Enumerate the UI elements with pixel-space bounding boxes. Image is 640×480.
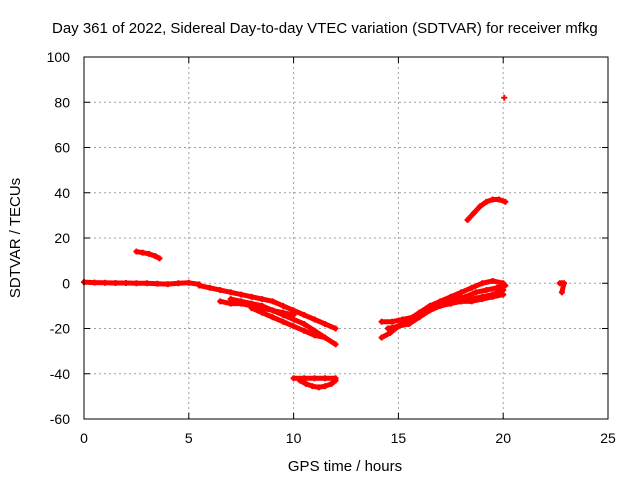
data-points [81,94,567,391]
data-point [502,282,509,289]
data-point [290,311,297,318]
data-point [502,198,509,205]
y-tick-label: 40 [54,185,70,201]
y-tick-label: 20 [54,230,70,246]
data-point [332,341,339,348]
y-axis-label: SDTVAR / TECUs [7,178,24,298]
x-tick-label: 15 [391,430,407,446]
chart-title: Day 361 of 2022, Sidereal Day-to-day VTE… [52,20,598,37]
data-point [332,377,339,384]
data-point [501,94,508,101]
grid [84,57,608,419]
y-tick-label: 0 [62,275,70,291]
plot-frame [83,56,609,420]
x-tick-label: 0 [80,430,88,446]
x-tick-label: 5 [185,430,193,446]
x-tick-label: 20 [495,430,511,446]
y-tick-label: 80 [54,94,70,110]
data-point [322,334,329,341]
axis-ticks: 0 5 10 15 20 25 -60 -40 -20 0 20 40 60 80 100 [47,49,616,446]
y-tick-label: -40 [50,366,70,382]
x-axis-label: GPS time / hours [288,458,402,475]
y-tick-label: 60 [54,140,70,156]
x-tick-label: 10 [286,430,302,446]
data-point [558,289,565,296]
y-tick-label: -20 [50,321,70,337]
data-point [156,255,163,262]
x-tick-label: 25 [600,430,616,446]
y-tick-label: 100 [47,49,71,65]
data-point [332,325,339,332]
y-tick-label: -60 [50,411,70,427]
data-point [500,291,507,298]
